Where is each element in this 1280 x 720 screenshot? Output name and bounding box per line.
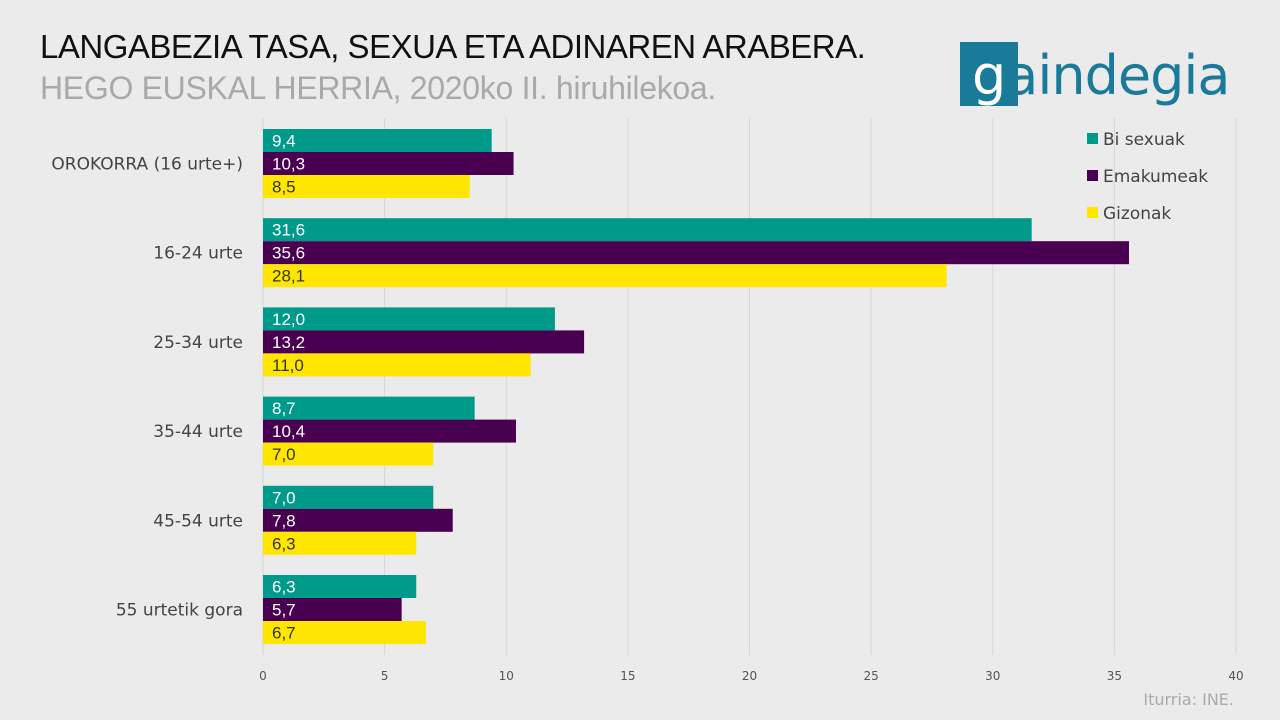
chart-title: LANGABEZIA TASA, SEXUA ETA ADINAREN ARAB… — [40, 28, 866, 65]
data-label: 9,4 — [272, 132, 296, 151]
data-label: 6,7 — [272, 624, 296, 643]
bar — [263, 241, 1129, 265]
bars: 9,4 10,3 8,5 31,6 35,6 28,1 12,0 13,2 11,0 8,7 10,… — [263, 129, 1129, 644]
bar — [263, 307, 555, 331]
category-label: 45-54 urte — [153, 511, 243, 531]
legend-label: Bi sexuak — [1103, 130, 1185, 150]
logo-word: aindegia — [1005, 44, 1230, 107]
bar — [263, 598, 402, 621]
data-label: 35,6 — [272, 244, 305, 263]
data-label: 8,7 — [272, 399, 296, 418]
category-labels: OROKORRA (16 urte+) 16-24 urte 25-34 urte 3… — [51, 155, 243, 621]
data-label: 6,3 — [272, 534, 296, 553]
data-label: 13,2 — [272, 333, 305, 352]
data-label: 10,4 — [272, 422, 305, 441]
category-label: OROKORRA (16 urte+) — [51, 155, 243, 175]
source-note: Iturria: INE. — [1143, 690, 1234, 709]
gaindegia-logo: gaindegia — [960, 42, 1232, 112]
logo-text: gaindegia — [972, 44, 1230, 108]
legend-swatch — [1087, 133, 1098, 144]
bar — [263, 575, 417, 598]
logo-initial: g — [972, 44, 1006, 107]
legend-swatch — [1087, 207, 1098, 218]
data-label: 10,3 — [272, 155, 305, 174]
x-tick-label: 0 — [259, 669, 267, 683]
data-label: 7,8 — [272, 511, 296, 530]
data-label: 6,3 — [272, 578, 296, 597]
x-tick-label: 30 — [985, 669, 1000, 683]
logo-box — [960, 42, 1018, 106]
bar — [263, 129, 492, 152]
data-label: 8,5 — [272, 178, 296, 197]
data-label: 12,0 — [272, 310, 305, 329]
category-label: 16-24 urte — [153, 244, 243, 264]
bar — [263, 508, 453, 532]
data-label: 28,1 — [272, 267, 305, 286]
data-label: 11,0 — [272, 356, 304, 375]
bar — [263, 485, 434, 509]
bar — [263, 152, 514, 175]
chart-subtitle: HEGO EUSKAL HERRIA, 2020ko II. hiruhilek… — [40, 70, 716, 106]
data-label: 5,7 — [272, 601, 296, 620]
legend-label: Emakumeak — [1103, 167, 1208, 187]
category-label: 35-44 urte — [153, 422, 243, 442]
legend-swatch — [1087, 170, 1098, 181]
x-tick-label: 20 — [742, 669, 757, 683]
legend-label: Gizonak — [1103, 204, 1171, 224]
x-tick-label: 10 — [499, 669, 514, 683]
x-tick-label: 40 — [1228, 669, 1243, 683]
data-label: 7,0 — [272, 445, 296, 464]
bar — [263, 419, 516, 443]
category-label: 25-34 urte — [153, 333, 243, 353]
legend: Bi sexuak Emakumeak Gizonak — [1087, 130, 1208, 224]
x-tick-label: 5 — [381, 669, 389, 683]
bar — [263, 531, 417, 555]
bar — [263, 264, 947, 288]
x-tick-label: 15 — [620, 669, 635, 683]
bar — [263, 442, 434, 466]
grid-lines — [262, 118, 1237, 655]
bar — [263, 353, 531, 377]
bar — [263, 218, 1032, 242]
bar — [263, 621, 426, 644]
data-label: 7,0 — [272, 488, 296, 507]
data-label: 31,6 — [272, 221, 305, 240]
x-tick-label: 35 — [1107, 669, 1122, 683]
bar — [263, 175, 470, 198]
category-label: 55 urtetik gora — [116, 601, 243, 621]
bar — [263, 330, 585, 354]
bar — [263, 396, 475, 420]
x-tick-labels: 0 5 10 15 20 25 30 35 40 — [259, 669, 1243, 683]
x-tick-label: 25 — [863, 669, 878, 683]
